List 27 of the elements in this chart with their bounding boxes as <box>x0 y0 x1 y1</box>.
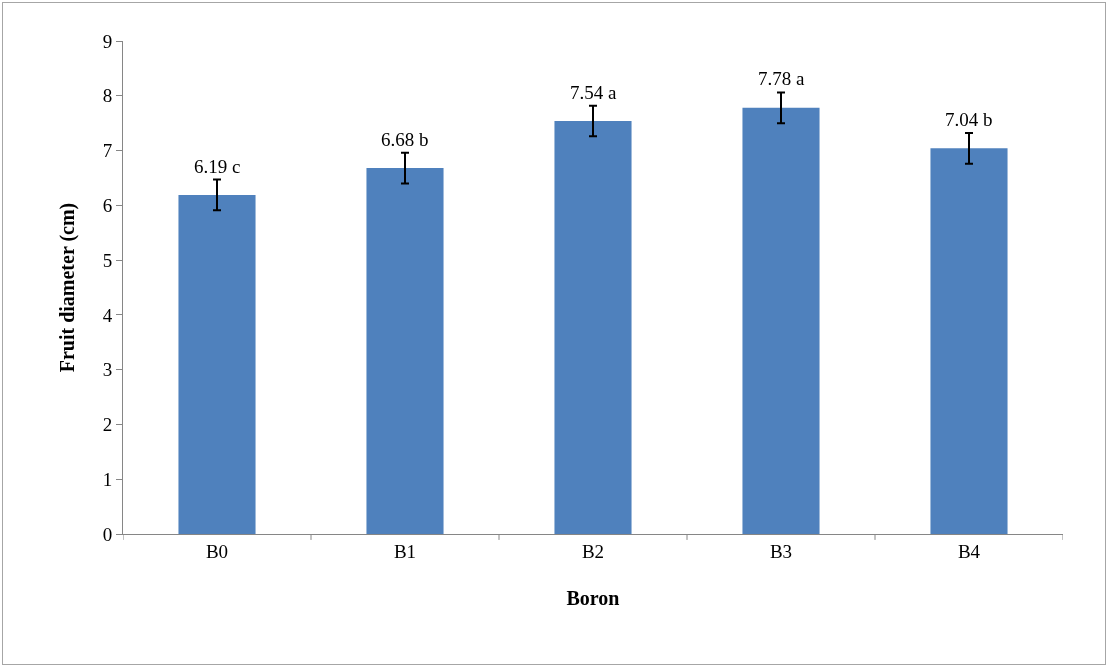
y-axis-title: Fruit diameter (cm) <box>56 202 80 373</box>
x-tick-label: B3 <box>769 540 793 562</box>
x-axis-title: Boron <box>566 587 620 610</box>
data-label: 6.68 b <box>381 129 429 150</box>
bar <box>742 107 820 534</box>
y-tick-label: 9 <box>102 30 113 52</box>
data-label: 6.19 c <box>194 156 241 177</box>
x-tick-label: B0 <box>205 540 229 562</box>
data-label: 7.04 b <box>945 109 993 130</box>
bar <box>178 194 256 534</box>
y-tick-label: 8 <box>102 85 113 107</box>
y-tick-label: 5 <box>102 249 113 271</box>
bar <box>554 120 632 534</box>
data-label: 7.78 a <box>758 68 805 89</box>
bar <box>366 168 444 534</box>
y-tick-label: 6 <box>102 194 113 216</box>
y-tick-label: 7 <box>102 140 113 162</box>
data-label: 7.54 a <box>570 82 617 103</box>
y-tick-label: 0 <box>102 523 113 545</box>
y-tick-label: 2 <box>102 414 113 436</box>
y-tick-label: 1 <box>102 468 113 490</box>
bar <box>930 148 1008 534</box>
x-tick-label: B4 <box>957 540 981 562</box>
x-tick-label: B2 <box>581 540 605 562</box>
x-tick-label: B1 <box>393 540 417 562</box>
y-tick-label: 4 <box>102 304 113 326</box>
y-tick-label: 3 <box>102 359 113 381</box>
